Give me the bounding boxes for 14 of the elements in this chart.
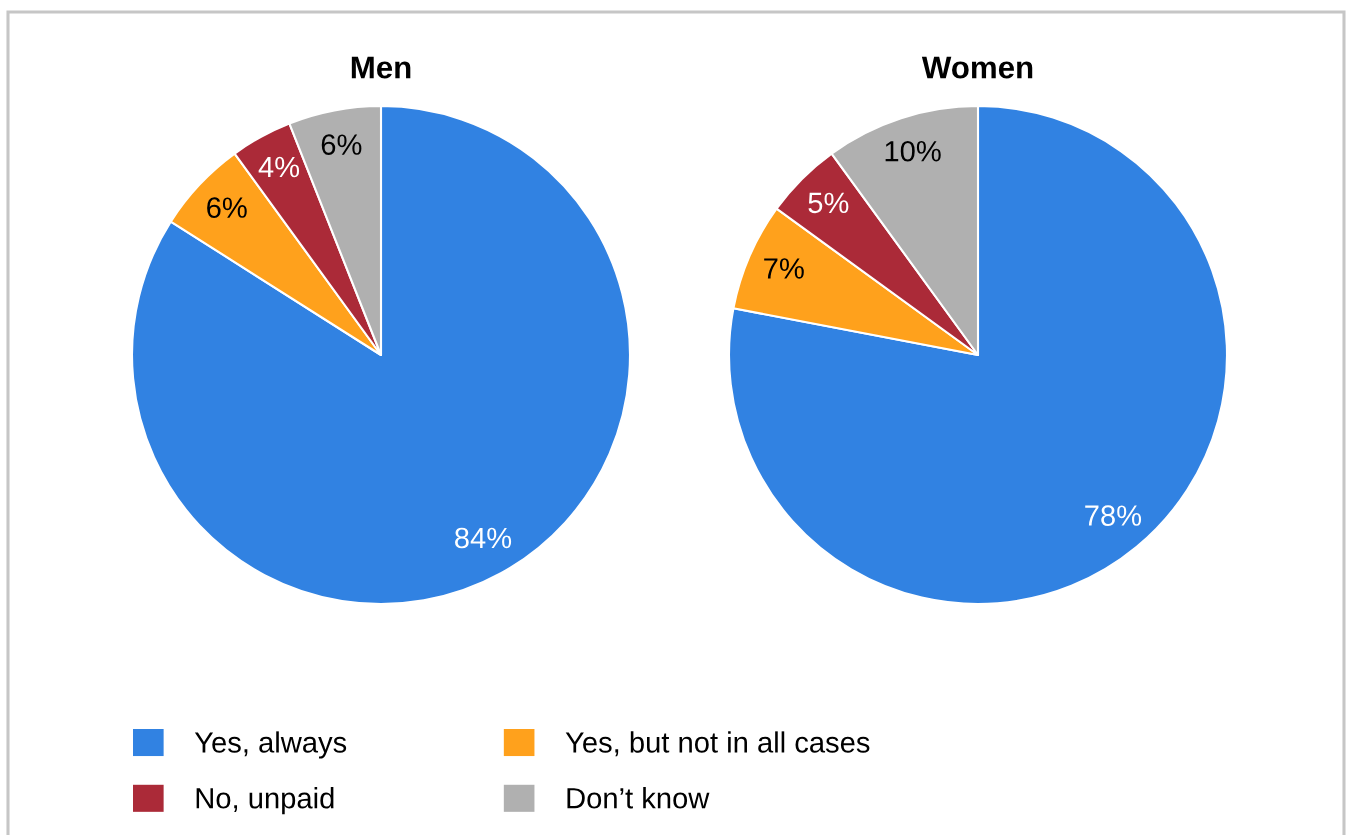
data-label: 6% <box>321 134 362 155</box>
data-label: 78% <box>1085 505 1142 526</box>
data-label: 5% <box>808 192 849 214</box>
data-label: 7% <box>764 258 804 279</box>
data-label: 4% <box>258 156 300 178</box>
legend-label: Yes, but not in all cases <box>565 731 870 757</box>
data-label: 84% <box>455 527 512 549</box>
legend-label: No, unpaid <box>196 787 334 815</box>
data-label: 6% <box>207 197 247 218</box>
data-label: 10% <box>885 140 941 162</box>
legend-label: Yes, always <box>194 731 347 759</box>
slice-label: Women <box>921 56 1033 79</box>
slice-label: Men <box>351 56 411 79</box>
legend-label: Don’t know <box>567 787 710 809</box>
